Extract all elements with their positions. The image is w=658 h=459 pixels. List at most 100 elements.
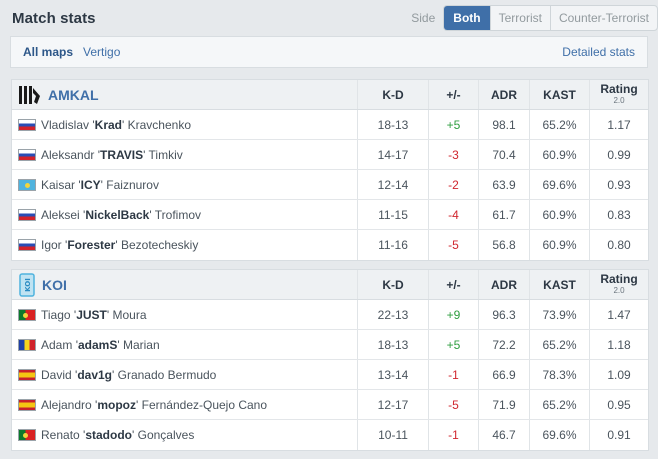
tab-counter-terrorist[interactable]: Counter-Terrorist	[549, 6, 657, 30]
table-row: Kaisar 'ICY' Faiznurov 12-14 -2 63.9 69.…	[12, 170, 648, 200]
player-last-name: Marian	[122, 337, 160, 352]
player-last-name: Faiznurov	[106, 177, 159, 192]
col-kast[interactable]: KAST	[529, 80, 589, 109]
tab-terrorist[interactable]: Terrorist	[489, 6, 550, 30]
kd-value: 14-17	[357, 140, 428, 169]
player-last-name: Kravchenko	[127, 117, 191, 132]
adr-value: 98.1	[478, 110, 529, 139]
player-name-link[interactable]: Kaisar 'ICY' Faiznurov	[41, 177, 159, 192]
flag-icon	[18, 398, 36, 411]
col-rating[interactable]: Rating 2.0	[589, 80, 648, 109]
rating-value: 1.18	[589, 330, 648, 359]
player-cell: Aleksei 'NickelBack' Trofimov	[12, 200, 357, 229]
player-nickname: TRAVIS	[100, 147, 144, 162]
svg-text:KOI: KOI	[24, 278, 32, 292]
player-rows: Tiago 'JUST' Moura 22-13 +9 96.3 73.9% 1…	[12, 300, 648, 450]
player-nickname: Forester	[67, 238, 116, 252]
adr-value: 56.8	[478, 230, 529, 260]
plus-minus-value: -2	[428, 170, 478, 199]
rating-value: 0.80	[589, 230, 648, 260]
player-first-name: Tiago	[41, 307, 71, 322]
flag-icon	[18, 208, 36, 221]
side-label: Side	[411, 11, 436, 25]
kast-value: 69.6%	[529, 420, 589, 450]
tab-both[interactable]: Both	[444, 6, 490, 30]
table-row: David 'dav1g' Granado Bermudo 13-14 -1 6…	[12, 360, 648, 390]
kast-value: 60.9%	[529, 200, 589, 229]
table-row: Adam 'adamS' Marian 18-13 +5 72.2 65.2% …	[12, 330, 648, 360]
plus-minus-value: +5	[428, 110, 478, 139]
player-first-name: Vladislav	[41, 117, 90, 132]
player-name-link[interactable]: Adam 'adamS' Marian	[41, 337, 160, 352]
map-filter-all[interactable]: All maps	[23, 45, 74, 59]
map-filters: All maps Vertigo	[23, 45, 120, 59]
col-kast[interactable]: KAST	[529, 270, 589, 299]
player-last-name: Bezotecheskiy	[120, 238, 199, 252]
player-last-name: Timkiv	[148, 147, 183, 162]
player-first-name: Adam	[41, 337, 73, 352]
team-table-koi: KOI KOI K-D +/- ADR KAST Rating 2.0 Tiago…	[11, 269, 649, 451]
player-name-link[interactable]: Renato 'stadodo' Gonçalves	[41, 428, 195, 442]
rating-value: 0.99	[589, 140, 648, 169]
player-name-link[interactable]: Alejandro 'mopoz' Fernández-Quejo Cano	[41, 397, 268, 412]
plus-minus-value: -4	[428, 200, 478, 229]
col-adr[interactable]: ADR	[478, 270, 529, 299]
player-name-link[interactable]: Aleksandr 'TRAVIS' Timkiv	[41, 147, 183, 162]
flag-icon	[18, 178, 36, 191]
col-plus-minus[interactable]: +/-	[428, 80, 478, 109]
player-last-name: Gonçalves	[137, 428, 195, 442]
player-first-name: Aleksandr	[41, 147, 95, 162]
team-name[interactable]: KOI	[42, 276, 67, 293]
col-rating-label: Rating	[600, 81, 638, 96]
table-row: Alejandro 'mopoz' Fernández-Quejo Cano 1…	[12, 390, 648, 420]
team-name[interactable]: AMKAL	[48, 86, 99, 103]
player-cell: Igor 'Forester' Bezotecheskiy	[12, 230, 357, 260]
flag-icon	[18, 308, 36, 321]
adr-value: 72.2	[478, 330, 529, 359]
flag-icon	[18, 239, 36, 251]
player-name-link[interactable]: David 'dav1g' Granado Bermudo	[41, 367, 217, 382]
player-cell: Aleksandr 'TRAVIS' Timkiv	[12, 140, 357, 169]
kast-value: 65.2%	[529, 390, 589, 419]
map-filter-vertigo[interactable]: Vertigo	[83, 45, 121, 59]
flag-icon	[18, 148, 36, 161]
player-nickname: dav1g	[77, 367, 112, 382]
col-kd[interactable]: K-D	[357, 80, 428, 109]
team-name-cell: AMKAL	[12, 80, 357, 109]
plus-minus-value: -5	[428, 390, 478, 419]
col-rating-version: 2.0	[613, 95, 625, 105]
col-rating-label: Rating	[600, 271, 638, 286]
col-adr[interactable]: ADR	[478, 80, 529, 109]
team-header: AMKAL K-D +/- ADR KAST Rating 2.0	[12, 80, 648, 110]
table-row: Aleksandr 'TRAVIS' Timkiv 14-17 -3 70.4 …	[12, 140, 648, 170]
detailed-stats-link[interactable]: Detailed stats	[562, 45, 635, 59]
adr-value: 71.9	[478, 390, 529, 419]
player-name-link[interactable]: Igor 'Forester' Bezotecheskiy	[41, 238, 199, 252]
player-last-name: Fernández-Quejo Cano	[141, 397, 268, 412]
rating-value: 0.91	[589, 420, 648, 450]
kd-value: 11-15	[357, 200, 428, 229]
plus-minus-value: -1	[428, 360, 478, 389]
player-first-name: David	[41, 367, 72, 382]
player-name-link[interactable]: Vladislav 'Krad' Kravchenko	[41, 117, 191, 132]
kd-value: 12-14	[357, 170, 428, 199]
map-filter-bar: All maps Vertigo Detailed stats	[10, 36, 648, 68]
kd-value: 12-17	[357, 390, 428, 419]
col-kd[interactable]: K-D	[357, 270, 428, 299]
plus-minus-value: +5	[428, 330, 478, 359]
rating-value: 0.93	[589, 170, 648, 199]
kast-value: 65.2%	[529, 110, 589, 139]
player-first-name: Kaisar	[41, 177, 76, 192]
amkal-logo-icon	[19, 85, 40, 104]
player-last-name: Granado Bermudo	[117, 367, 217, 382]
player-last-name: Moura	[112, 307, 147, 322]
player-name-link[interactable]: Tiago 'JUST' Moura	[41, 307, 147, 322]
player-nickname: adamS	[77, 337, 118, 352]
adr-value: 96.3	[478, 300, 529, 329]
team-name-cell: KOI KOI	[12, 270, 357, 299]
col-rating[interactable]: Rating 2.0	[589, 270, 648, 299]
col-plus-minus[interactable]: +/-	[428, 270, 478, 299]
player-nickname: Krad	[94, 117, 122, 132]
player-name-link[interactable]: Aleksei 'NickelBack' Trofimov	[41, 207, 202, 222]
